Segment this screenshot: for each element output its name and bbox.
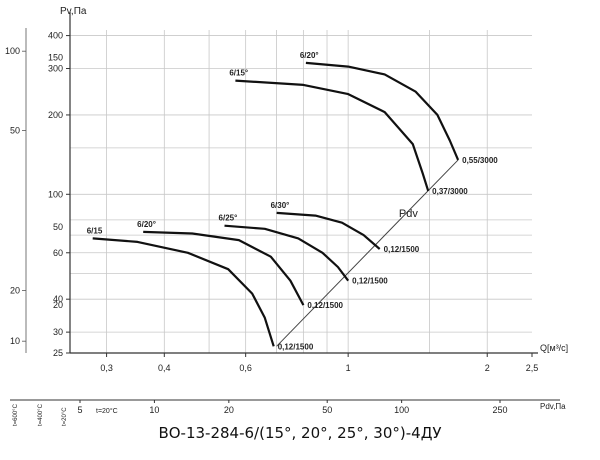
series-name-label: 6/30°	[271, 201, 290, 210]
pdv-tick-label: 250	[492, 405, 507, 415]
series-curve	[276, 211, 381, 250]
left-scale-label: 20	[10, 286, 20, 296]
temperature-label: t=20°C	[62, 407, 68, 426]
pdv-scale: 5 10 20 50 100 250 Pdv,Па t=600°C t=400°C t=20°C t…	[10, 399, 566, 426]
series-curve	[143, 230, 305, 306]
x-tick-label: 2,5	[526, 363, 539, 373]
series-end-label: 0,12/1500	[352, 277, 388, 286]
x-tick-label: 0,3	[100, 363, 113, 373]
series-lines	[92, 61, 460, 347]
y-tick-label: 30	[53, 327, 63, 337]
y2-tick-label: 150	[48, 53, 63, 63]
y-axis-title: Pv,Па	[60, 6, 87, 17]
x-axis-title: Q[м³/с]	[540, 343, 568, 353]
series-curve	[92, 237, 275, 347]
y-tick-label: 100	[48, 189, 63, 199]
x-tick-label: 0,6	[239, 363, 252, 373]
series-curve	[224, 224, 350, 282]
x-tick-label: 0,4	[158, 363, 171, 373]
series-name-label: 6/15	[87, 226, 103, 235]
x-tick-label: 2	[485, 363, 490, 373]
temperature-label: t=600°C	[13, 403, 19, 426]
chart-caption: ВО-13-284-6/(15°, 20°, 25°, 30°)-4ДУ	[158, 424, 442, 442]
temperature-label: t=20°C	[96, 407, 118, 415]
y2-tick-label: 50	[53, 222, 63, 232]
series-end-label: 0,12/1500	[307, 301, 343, 310]
series-labels: Pdv 6/15 0,12/1500 6/20° 0,12/1500 6/25° 0,12/…	[87, 51, 499, 351]
tick-labels: Pv,ПаQ[м³/с]2530406010020030040020501501…	[5, 6, 568, 373]
series-name-label: 6/15°	[229, 69, 248, 78]
y2-tick-label: 20	[53, 300, 63, 310]
left-scale-label: 50	[10, 126, 20, 136]
pdv-tick-label: 5	[77, 405, 82, 415]
series-name-label: 6/25°	[219, 214, 238, 223]
y-tick-label: 400	[48, 31, 63, 41]
axes	[22, 12, 538, 357]
y-tick-label: 40	[53, 294, 63, 304]
pdv-tick-label: 20	[224, 405, 234, 415]
pdv-tick-label: 10	[149, 405, 159, 415]
pdv-tick-label: 100	[394, 405, 409, 415]
series-end-label: 0,37/3000	[432, 187, 468, 196]
left-scale-label: 100	[5, 46, 20, 56]
pdv-scale-title: Pdv,Па	[540, 402, 566, 411]
series-name-label: 6/20°	[137, 220, 156, 229]
temperature-label: t=400°C	[38, 403, 44, 426]
left-scale-label: 10	[10, 336, 20, 346]
pdv-line-label: Pdv	[399, 208, 418, 220]
series-curve	[305, 61, 460, 161]
y-tick-label: 300	[48, 64, 63, 74]
y-tick-label: 25	[53, 348, 63, 358]
x-tick-label: 1	[346, 363, 351, 373]
series-end-label: 0,55/3000	[462, 156, 498, 165]
series-curve	[235, 79, 430, 192]
series-name-label: 6/20°	[300, 51, 319, 60]
pdv-tick-label: 50	[322, 405, 332, 415]
series-end-label: 0,12/1500	[278, 342, 314, 351]
series-end-label: 0,12/1500	[384, 245, 420, 254]
y-tick-label: 200	[48, 110, 63, 120]
y-tick-label: 60	[53, 248, 63, 258]
